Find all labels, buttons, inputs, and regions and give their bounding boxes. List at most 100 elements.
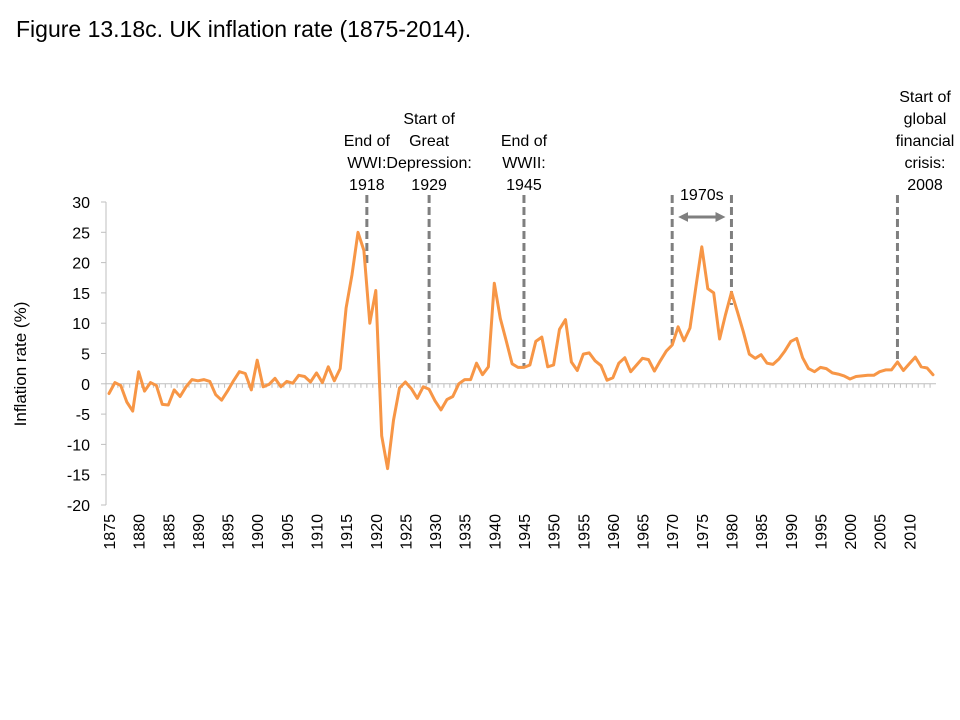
y-axis-label: Inflation rate (%) bbox=[11, 302, 30, 427]
data-point bbox=[658, 359, 662, 363]
data-point bbox=[712, 291, 716, 295]
data-point bbox=[433, 399, 437, 403]
x-tick-label: 1980 bbox=[724, 514, 741, 550]
data-point bbox=[137, 370, 141, 374]
x-tick-label: 1990 bbox=[784, 514, 801, 550]
data-point bbox=[427, 387, 431, 391]
data-point bbox=[113, 381, 117, 385]
data-point bbox=[522, 365, 526, 369]
data-point bbox=[285, 379, 289, 383]
data-point bbox=[392, 418, 396, 422]
x-tick-label: 1915 bbox=[339, 514, 356, 550]
data-point bbox=[854, 375, 858, 379]
x-tick-label: 1935 bbox=[458, 514, 475, 550]
data-point bbox=[297, 373, 301, 377]
data-point bbox=[196, 379, 200, 383]
data-point bbox=[403, 380, 407, 384]
data-point bbox=[635, 363, 639, 367]
data-point bbox=[866, 373, 870, 377]
data-point bbox=[374, 288, 378, 292]
annotation-label-wwii: End of bbox=[501, 133, 548, 150]
data-point bbox=[397, 386, 401, 390]
y-tick-label: 20 bbox=[72, 256, 90, 273]
annotation-label-gfc: financial bbox=[896, 133, 955, 150]
data-point bbox=[706, 287, 710, 291]
data-point bbox=[812, 370, 816, 374]
data-point bbox=[890, 368, 894, 372]
x-tick-label: 1890 bbox=[191, 514, 208, 550]
data-point bbox=[362, 248, 366, 252]
x-tick-label: 1995 bbox=[813, 514, 830, 550]
data-point bbox=[895, 360, 899, 364]
data-point bbox=[303, 375, 307, 379]
data-point bbox=[279, 385, 283, 389]
y-tick-label: 25 bbox=[72, 225, 90, 242]
data-point bbox=[546, 365, 550, 369]
annotation-label-gfc: global bbox=[904, 111, 947, 128]
data-point bbox=[919, 365, 923, 369]
data-point bbox=[783, 349, 787, 353]
annotation-label-wwi: 1918 bbox=[349, 177, 385, 194]
data-point bbox=[309, 380, 313, 384]
data-point bbox=[664, 349, 668, 353]
x-tick-label: 1940 bbox=[487, 514, 504, 550]
data-point bbox=[314, 371, 318, 375]
annotation-label-gfc: 2008 bbox=[907, 177, 943, 194]
data-point bbox=[599, 364, 603, 368]
data-point bbox=[261, 385, 265, 389]
data-point bbox=[451, 395, 455, 399]
data-point bbox=[860, 374, 864, 378]
data-point bbox=[202, 378, 206, 382]
x-tick-label: 1985 bbox=[754, 514, 771, 550]
x-tick-label: 1875 bbox=[102, 514, 119, 550]
data-point bbox=[516, 365, 520, 369]
y-tick-label: 5 bbox=[81, 347, 90, 364]
data-point bbox=[528, 363, 532, 367]
data-point bbox=[368, 321, 372, 325]
annotation-label-depression: Start of bbox=[403, 111, 455, 128]
data-point bbox=[795, 336, 799, 340]
y-tick-label: 0 bbox=[81, 377, 90, 394]
data-point bbox=[670, 343, 674, 347]
x-tick-label: 1945 bbox=[517, 514, 534, 550]
data-point bbox=[848, 377, 852, 381]
x-tick-label: 1970 bbox=[665, 514, 682, 550]
data-point bbox=[243, 371, 247, 375]
x-tick-label: 1910 bbox=[309, 514, 326, 550]
annotation-label-depression: Great bbox=[409, 133, 450, 150]
x-tick-label: 2005 bbox=[873, 514, 890, 550]
data-point bbox=[801, 356, 805, 360]
y-tick-label: -10 bbox=[67, 437, 90, 454]
data-point bbox=[125, 400, 129, 404]
y-tick-label: -15 bbox=[67, 468, 90, 485]
data-point bbox=[842, 374, 846, 378]
data-point bbox=[160, 402, 164, 406]
annotation-label-gfc: Start of bbox=[899, 89, 951, 106]
data-point bbox=[676, 325, 680, 329]
data-point bbox=[220, 398, 224, 402]
data-point bbox=[807, 367, 811, 371]
page-title: Figure 13.18c. UK inflation rate (1875-2… bbox=[16, 16, 472, 42]
annotation-label-wwii: 1945 bbox=[506, 177, 542, 194]
x-tick-label: 1960 bbox=[606, 514, 623, 550]
x-tick-label: 1925 bbox=[398, 514, 415, 550]
data-point bbox=[724, 313, 728, 317]
data-point bbox=[789, 339, 793, 343]
data-point bbox=[457, 382, 461, 386]
data-point bbox=[178, 395, 182, 399]
data-point bbox=[350, 273, 354, 277]
data-point bbox=[646, 358, 650, 362]
data-point bbox=[581, 352, 585, 356]
data-point bbox=[907, 362, 911, 366]
data-point bbox=[326, 365, 330, 369]
data-point bbox=[231, 379, 235, 383]
data-point bbox=[652, 369, 656, 373]
data-point bbox=[682, 339, 686, 343]
data-point bbox=[190, 378, 194, 382]
data-point bbox=[913, 355, 917, 359]
data-point bbox=[409, 387, 413, 391]
data-point bbox=[605, 378, 609, 382]
data-point bbox=[166, 403, 170, 407]
data-point bbox=[226, 389, 230, 393]
